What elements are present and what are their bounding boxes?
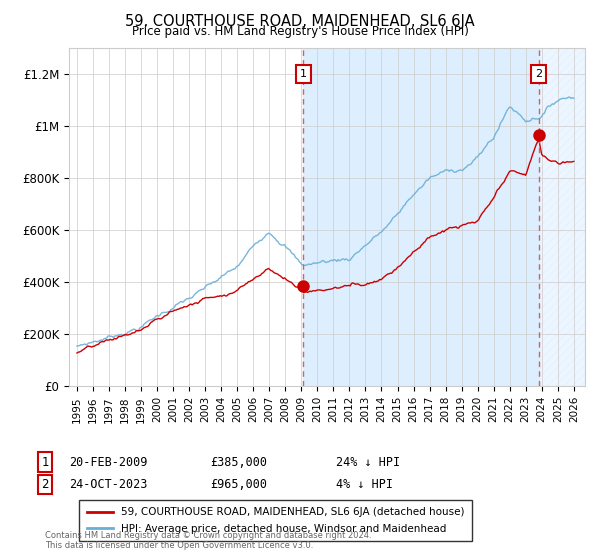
Legend: 59, COURTHOUSE ROAD, MAIDENHEAD, SL6 6JA (detached house), HPI: Average price, d: 59, COURTHOUSE ROAD, MAIDENHEAD, SL6 6JA… xyxy=(79,500,472,541)
Text: 1: 1 xyxy=(41,455,49,469)
Bar xyxy=(539,48,600,386)
Text: 24-OCT-2023: 24-OCT-2023 xyxy=(69,478,148,491)
Text: Contains HM Land Registry data © Crown copyright and database right 2024.
This d: Contains HM Land Registry data © Crown c… xyxy=(45,530,371,550)
Text: 1: 1 xyxy=(300,69,307,78)
Text: 24% ↓ HPI: 24% ↓ HPI xyxy=(336,455,400,469)
Text: 2: 2 xyxy=(535,69,542,78)
Text: £965,000: £965,000 xyxy=(210,478,267,491)
Text: 59, COURTHOUSE ROAD, MAIDENHEAD, SL6 6JA: 59, COURTHOUSE ROAD, MAIDENHEAD, SL6 6JA xyxy=(125,14,475,29)
Text: £385,000: £385,000 xyxy=(210,455,267,469)
Text: Price paid vs. HM Land Registry's House Price Index (HPI): Price paid vs. HM Land Registry's House … xyxy=(131,25,469,38)
Text: 2: 2 xyxy=(41,478,49,491)
Text: 20-FEB-2009: 20-FEB-2009 xyxy=(69,455,148,469)
Bar xyxy=(303,48,539,386)
Text: 4% ↓ HPI: 4% ↓ HPI xyxy=(336,478,393,491)
